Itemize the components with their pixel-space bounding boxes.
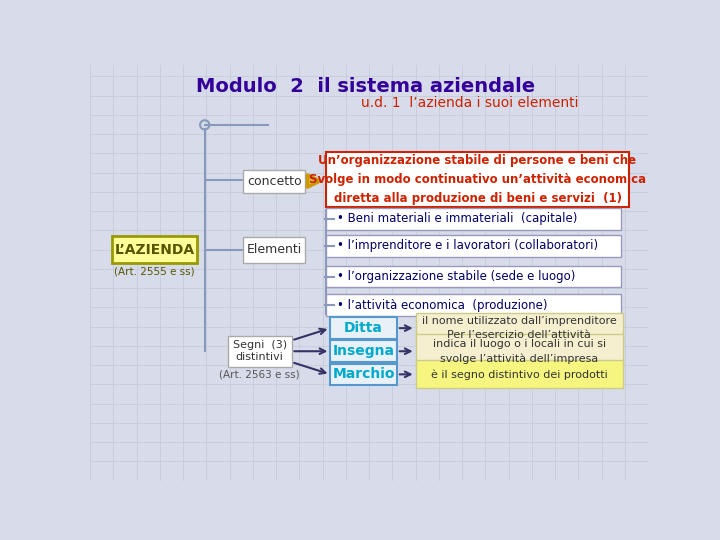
- Text: • l’imprenditore e i lavoratori (collaboratori): • l’imprenditore e i lavoratori (collabo…: [337, 239, 598, 252]
- Text: concetto: concetto: [247, 174, 302, 187]
- Bar: [415, 334, 624, 368]
- Text: • Beni materiali e immateriali  (capitale): • Beni materiali e immateriali (capitale…: [337, 212, 577, 225]
- Text: u.d. 1  l’azienda i suoi elementi: u.d. 1 l’azienda i suoi elementi: [361, 96, 578, 110]
- Text: Ditta: Ditta: [344, 321, 383, 335]
- Text: Insegna: Insegna: [333, 344, 395, 358]
- Bar: [326, 266, 621, 287]
- Text: • l’organizzazione stabile (sede e luogo): • l’organizzazione stabile (sede e luogo…: [337, 270, 575, 283]
- Text: (Art. 2555 e ss): (Art. 2555 e ss): [114, 267, 194, 276]
- Text: Modulo  2  il sistema aziendale: Modulo 2 il sistema aziendale: [196, 77, 535, 96]
- Text: Un’organizzazione stabile di persone e beni che
Svolge in modo continuativo un’a: Un’organizzazione stabile di persone e b…: [309, 154, 646, 205]
- Text: Segni  (3)
distintivi: Segni (3) distintivi: [233, 340, 287, 362]
- Text: il nome utilizzato dall’imprenditore
Per l’esercizio dell’attività: il nome utilizzato dall’imprenditore Per…: [422, 316, 617, 340]
- Bar: [330, 340, 397, 362]
- Bar: [243, 170, 305, 193]
- Bar: [415, 313, 624, 343]
- Text: indica il luogo o i locali in cui si
svolge l’attività dell’impresa: indica il luogo o i locali in cui si svo…: [433, 339, 606, 363]
- Text: Marchio: Marchio: [333, 367, 395, 381]
- Bar: [326, 294, 621, 316]
- Text: Elementi: Elementi: [247, 243, 302, 256]
- Bar: [326, 235, 621, 256]
- Bar: [243, 237, 305, 262]
- Text: L’AZIENDA: L’AZIENDA: [114, 242, 194, 256]
- Bar: [112, 236, 197, 264]
- Bar: [415, 361, 624, 388]
- Bar: [330, 363, 397, 385]
- Bar: [326, 152, 629, 207]
- Bar: [228, 336, 292, 367]
- Bar: [326, 208, 621, 230]
- Text: (Art. 2563 e ss): (Art. 2563 e ss): [220, 370, 300, 380]
- Bar: [330, 318, 397, 339]
- Text: è il segno distintivo dei prodotti: è il segno distintivo dei prodotti: [431, 369, 608, 380]
- Text: • l’attività economica  (produzione): • l’attività economica (produzione): [337, 299, 548, 312]
